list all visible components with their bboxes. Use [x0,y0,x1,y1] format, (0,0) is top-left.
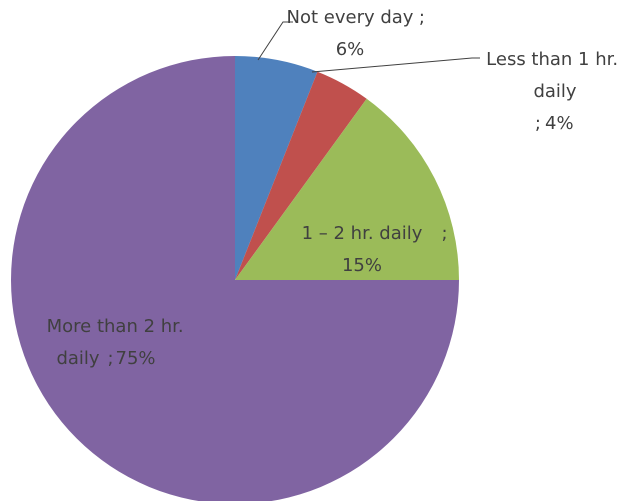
data-label-separator: ; [442,223,448,244]
data-label-value: 75% [116,348,156,369]
data-label-value: 6% [336,39,365,60]
pie-slice [235,98,459,281]
data-label-value: 4% [545,113,574,134]
data-label-category: More than 2 hr. daily [47,316,190,369]
data-label-category: 1 – 2 hr. daily [302,223,423,244]
data-label-category: Not every day [287,7,414,28]
pie-slice [235,71,367,280]
leader-line [257,21,293,61]
pie-slice [235,56,318,280]
leader-line [311,57,480,73]
data-label-separator: ; [108,348,114,369]
data-label-separator: ; [535,113,541,134]
data-label-value: 15% [342,255,382,276]
pie-slice [11,56,459,501]
data-label-separator: ; [419,7,425,28]
data-label-category: Less than 1 hr. daily [486,49,624,102]
